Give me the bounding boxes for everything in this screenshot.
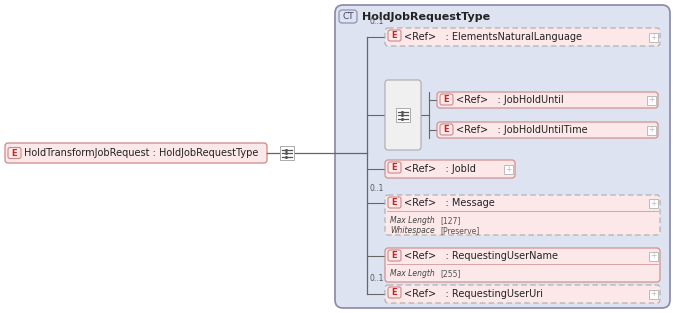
FancyBboxPatch shape [388,162,401,173]
Text: <Ref>   : JobHoldUntilTime: <Ref> : JobHoldUntilTime [456,125,588,135]
FancyBboxPatch shape [388,30,401,41]
Text: HoldTransformJobRequest : HoldJobRequestType: HoldTransformJobRequest : HoldJobRequest… [24,148,258,158]
FancyBboxPatch shape [335,5,670,308]
Text: [Preserve]: [Preserve] [440,226,479,235]
Text: E: E [392,251,397,260]
Bar [649,198,658,208]
Text: E: E [392,31,397,40]
FancyBboxPatch shape [5,143,267,163]
Text: E: E [12,148,18,157]
FancyBboxPatch shape [437,92,658,108]
Text: E: E [392,163,397,172]
Text: <Ref>   : RequestingUserUri: <Ref> : RequestingUserUri [404,289,543,299]
Text: Max Length: Max Length [390,216,435,225]
Text: +: + [650,290,657,299]
Text: +: + [648,126,655,135]
Text: E: E [443,95,450,104]
Text: +: + [648,95,655,105]
FancyBboxPatch shape [8,147,21,158]
Bar [504,165,513,173]
FancyBboxPatch shape [440,124,453,135]
FancyBboxPatch shape [385,248,660,282]
Text: E: E [443,125,450,134]
FancyBboxPatch shape [385,285,660,303]
FancyBboxPatch shape [388,250,401,261]
Text: +: + [650,198,657,208]
Text: E: E [392,198,397,207]
FancyBboxPatch shape [385,80,421,150]
Text: +: + [505,165,512,173]
Text: <Ref>   : Message: <Ref> : Message [404,198,495,208]
FancyBboxPatch shape [385,28,660,46]
Text: 0..1: 0..1 [369,274,383,283]
FancyBboxPatch shape [339,10,357,23]
Bar [396,108,410,122]
Text: <Ref>   : JobHoldUntil: <Ref> : JobHoldUntil [456,95,563,105]
FancyBboxPatch shape [388,197,401,208]
FancyBboxPatch shape [440,94,453,105]
Text: +: + [650,252,657,260]
Text: [255]: [255] [440,269,460,278]
Bar [649,290,658,299]
Text: CT: CT [342,12,354,21]
FancyBboxPatch shape [388,287,401,298]
Text: +: + [650,33,657,42]
Bar [647,126,656,135]
Text: <Ref>   : ElementsNaturalLanguage: <Ref> : ElementsNaturalLanguage [404,32,582,42]
FancyBboxPatch shape [385,160,515,178]
Text: 0..1: 0..1 [369,17,383,26]
Text: 0..1: 0..1 [369,184,383,193]
Text: <Ref>   : JobId: <Ref> : JobId [404,164,476,174]
Bar [649,33,658,42]
Text: <Ref>   : RequestingUserName: <Ref> : RequestingUserName [404,251,558,261]
FancyBboxPatch shape [437,122,658,138]
Bar [649,252,658,260]
Text: [127]: [127] [440,216,460,225]
Text: Whitespace: Whitespace [390,226,435,235]
FancyBboxPatch shape [385,195,660,235]
Bar [647,95,656,105]
Text: Max Length: Max Length [390,269,435,278]
Bar [280,146,294,160]
Text: HoldJobRequestType: HoldJobRequestType [362,12,490,22]
Text: E: E [392,288,397,297]
